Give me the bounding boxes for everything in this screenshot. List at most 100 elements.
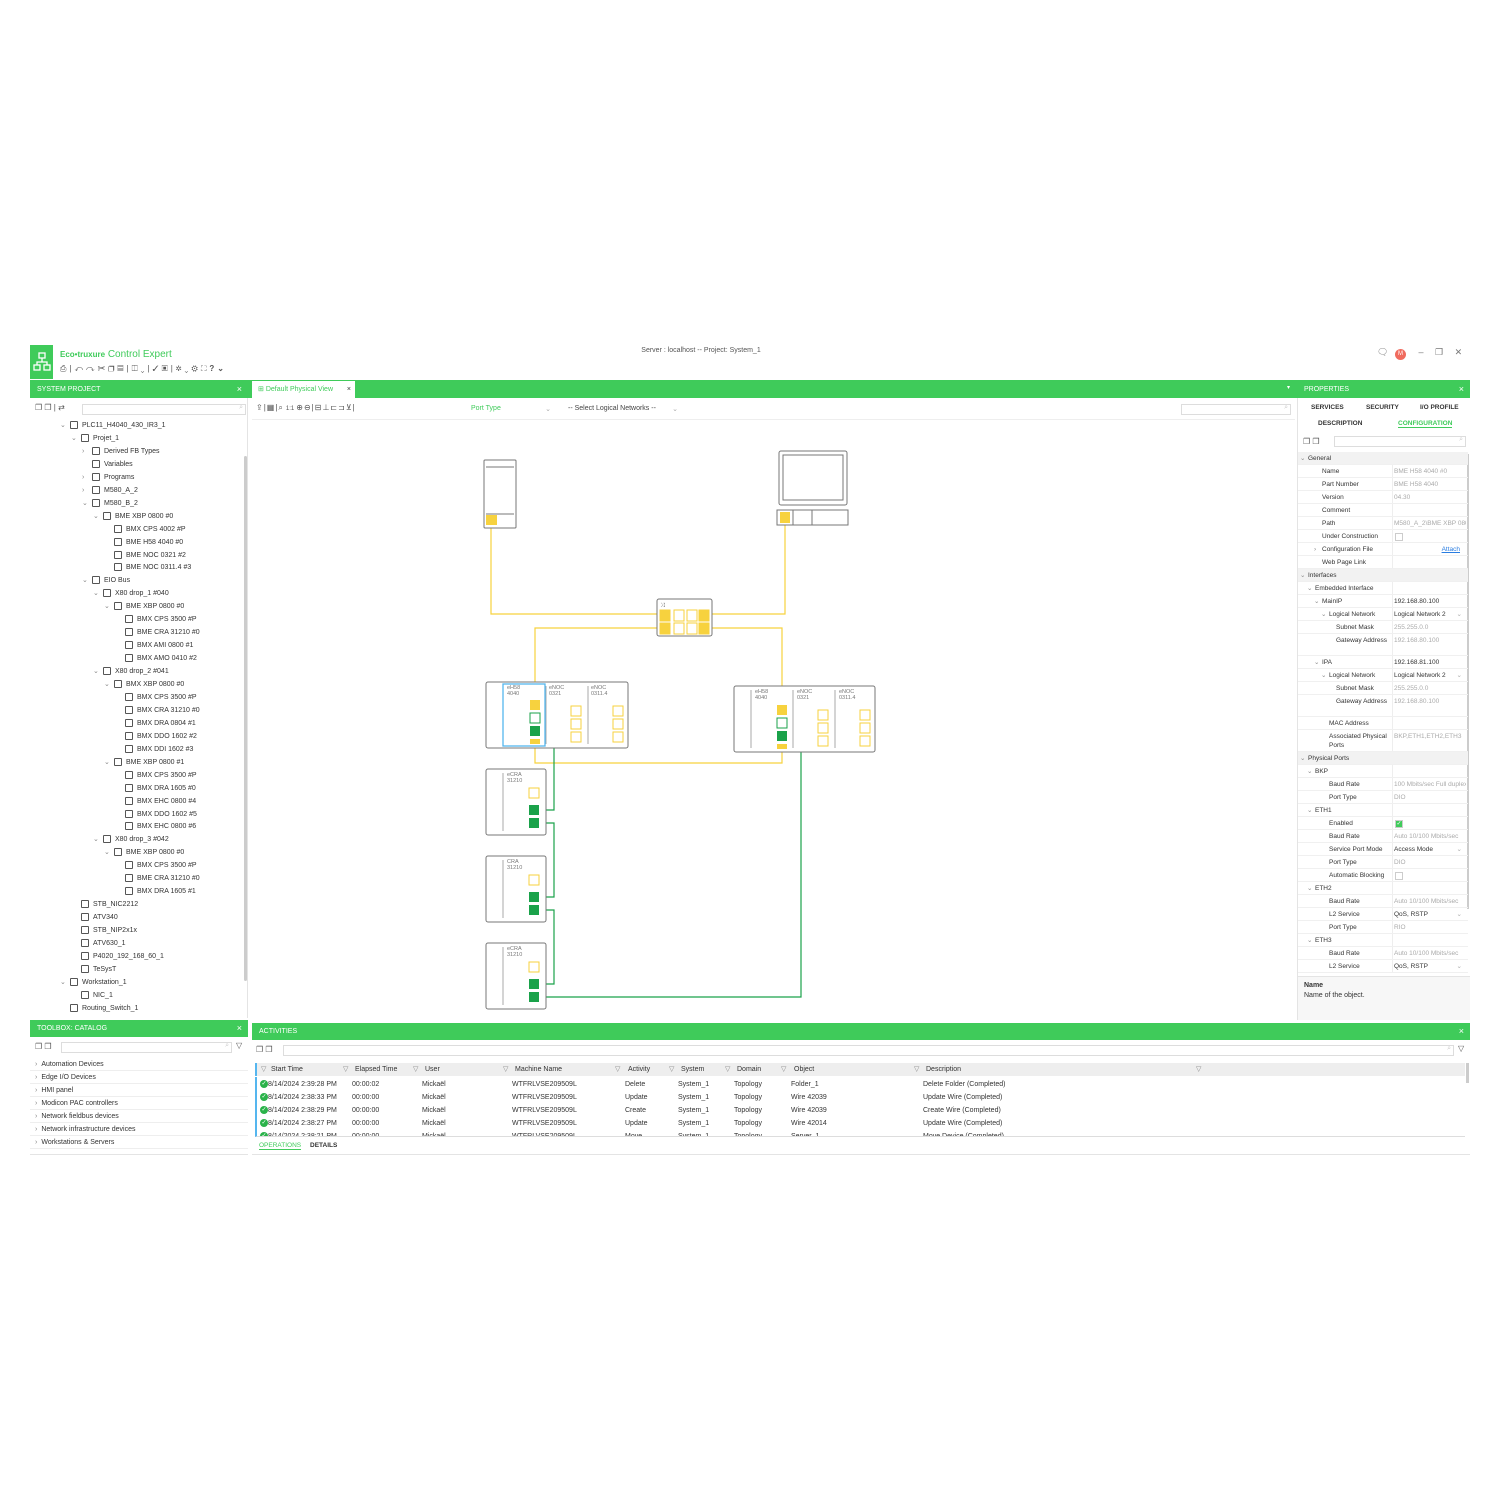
expand-all-icon[interactable]: ❐	[44, 1042, 52, 1051]
sync-icon[interactable]: ⇄	[58, 403, 65, 412]
property-dropdown[interactable]: QoS, RSTP	[1394, 963, 1428, 970]
tab-details[interactable]: DETAILS	[310, 1142, 338, 1149]
collapse-all-icon[interactable]: ❐	[35, 403, 43, 412]
redo-icon[interactable]: ↷	[86, 364, 98, 373]
chevron-right-icon[interactable]: ›	[82, 473, 85, 481]
property-row[interactable]: ⌄ ETH3	[1298, 934, 1468, 947]
catalog-category[interactable]: › Automation Devices	[30, 1058, 248, 1071]
chevron-down-icon[interactable]: ⌄	[1307, 585, 1313, 592]
align-icon[interactable]: ⊟	[314, 403, 323, 412]
chevron-down-icon[interactable]: ⌄	[1300, 455, 1306, 462]
column-header[interactable]: System	[681, 1066, 705, 1073]
align-right-icon[interactable]: ⊐	[338, 403, 346, 412]
property-row[interactable]: ⌄ BKP	[1298, 765, 1468, 778]
zoom-out-icon[interactable]: ⊖	[303, 403, 312, 412]
chevron-down-icon[interactable]: ⌄	[1314, 659, 1320, 666]
layout-icon[interactable]: ◫⌄	[131, 364, 148, 373]
property-dropdown[interactable]: QoS, RSTP	[1394, 911, 1428, 918]
tree-scrollbar[interactable]	[244, 456, 247, 981]
checkbox[interactable]	[1395, 872, 1403, 880]
align-bottom-icon[interactable]: ⊥	[322, 403, 331, 412]
fit-icon[interactable]: ⛶	[200, 364, 210, 373]
property-section[interactable]: ⌄ Interfaces	[1298, 569, 1468, 582]
comment-icon[interactable]: 🗨	[1377, 347, 1389, 357]
close-icon[interactable]: ×	[236, 384, 242, 394]
filter-icon[interactable]: ▽	[413, 1066, 419, 1073]
checkbox-checked[interactable]: ✓	[1395, 820, 1403, 828]
table-row[interactable]: ✓ 8/14/2024 2:38:29 PM 00:00:00 Mickaël WTFR…	[257, 1104, 1465, 1117]
filter-icon[interactable]: ▽	[725, 1066, 731, 1073]
chevron-down-icon[interactable]: ⌄	[1321, 672, 1327, 679]
minimize-icon[interactable]: –	[1418, 347, 1424, 357]
close-icon[interactable]: ×	[236, 1023, 242, 1033]
properties-search-input[interactable]: ⌕	[1334, 436, 1466, 447]
cut-icon[interactable]: ✂	[97, 364, 109, 373]
column-header[interactable]: User	[425, 1066, 440, 1073]
collapse-all-icon[interactable]: ❐	[256, 1045, 264, 1054]
chevron-down-icon[interactable]: ⌄	[104, 603, 110, 611]
filter-icon[interactable]: ▽	[781, 1066, 787, 1073]
settings-icon[interactable]: ⚙	[191, 364, 201, 373]
tree-search-input[interactable]: ⌕	[82, 404, 246, 415]
property-row[interactable]: ⌄ IPA 192.168.81.100	[1298, 656, 1468, 669]
align-left-icon[interactable]: ⊏	[330, 403, 339, 412]
chevron-down-icon[interactable]: ⌄	[82, 577, 88, 585]
catalog-category[interactable]: › HMI panel	[30, 1084, 248, 1097]
chevron-down-icon[interactable]: ⌄	[93, 668, 99, 676]
chevron-down-icon[interactable]: ⌄	[104, 681, 110, 688]
tab-description[interactable]: DESCRIPTION	[1318, 420, 1363, 427]
property-dropdown[interactable]: Logical Network 2	[1394, 611, 1446, 618]
chevron-right-icon[interactable]: ›	[1314, 546, 1317, 553]
restore-icon[interactable]: ❐	[1435, 347, 1444, 357]
property-section[interactable]: ⌄ Physical Ports	[1298, 752, 1468, 765]
chevron-down-icon[interactable]: ⌄	[60, 422, 66, 429]
chevron-down-icon[interactable]: ⌄	[93, 836, 99, 844]
catalog-category[interactable]: › Network infrastructure devices	[30, 1123, 248, 1136]
filter-icon[interactable]: ▽	[261, 1066, 267, 1073]
column-header[interactable]: Domain	[737, 1066, 762, 1073]
chevron-down-icon[interactable]: ⌄	[82, 499, 88, 507]
catalog-search-input[interactable]: ⌕	[61, 1042, 232, 1053]
table-row[interactable]: ✓ 8/14/2024 2:38:33 PM 00:00:00 Mickaël WTFR…	[257, 1091, 1465, 1104]
logical-networks-dropdown[interactable]: -- Select Logical Networks -- ⌄	[568, 405, 678, 413]
property-row[interactable]: ⌄ ETH2	[1298, 882, 1468, 895]
property-dropdown[interactable]: Logical Network 2	[1394, 672, 1446, 679]
catalog-category[interactable]: › Edge I/O Devices	[30, 1071, 248, 1084]
close-icon[interactable]: ✕	[1454, 347, 1463, 357]
properties-scrollbar[interactable]	[1467, 454, 1469, 909]
tab-services[interactable]: SERVICES	[1311, 404, 1344, 411]
collapse-all-icon[interactable]: ❐	[1303, 437, 1311, 446]
chevron-right-icon[interactable]: ›	[82, 486, 85, 494]
grid-icon[interactable]: ▦	[266, 403, 276, 412]
paste-icon[interactable]: ▤	[117, 364, 127, 373]
chevron-down-icon[interactable]: ⌄	[104, 758, 110, 766]
table-row[interactable]: ✓ 8/14/2024 2:38:27 PM 00:00:00 Mickaël WTFR…	[257, 1117, 1465, 1130]
column-header[interactable]: Start Time	[271, 1066, 303, 1073]
property-row[interactable]: ⌄ ETH1	[1298, 804, 1468, 817]
export-icon[interactable]: ⇪	[256, 403, 264, 412]
close-icon[interactable]: ×	[1458, 384, 1464, 394]
avatar[interactable]: M	[1394, 349, 1406, 360]
property-row[interactable]: › Configuration File Attach	[1298, 543, 1468, 556]
property-row[interactable]: ⌄ Embedded Interface	[1298, 582, 1468, 595]
property-row[interactable]: ⌄ Logical Network Logical Network 2 ⌄	[1298, 608, 1468, 621]
distribute-icon[interactable]: ⊻	[345, 403, 353, 412]
tools-icon[interactable]: ✲⌄	[175, 364, 192, 373]
undo-icon[interactable]: ↶	[74, 364, 87, 373]
build-icon[interactable]: ▣	[161, 364, 171, 373]
tab-configuration[interactable]: CONFIGURATION	[1398, 420, 1453, 428]
table-row[interactable]: ✓ 8/14/2024 2:38:21 PM 00:00:00 Mickaël WTFR…	[257, 1130, 1465, 1136]
property-section[interactable]: ⌄ General	[1298, 452, 1468, 465]
column-header[interactable]: Description	[926, 1066, 962, 1073]
chevron-down-icon[interactable]: ⌄	[1307, 885, 1313, 892]
catalog-category[interactable]: › Workstations & Servers	[30, 1136, 248, 1149]
filter-icon[interactable]: ▽	[503, 1066, 509, 1073]
expand-all-icon[interactable]: ❐	[265, 1045, 273, 1054]
catalog-category[interactable]: › Modicon PAC controllers	[30, 1097, 248, 1110]
table-scrollbar[interactable]	[1466, 1063, 1469, 1083]
filter-icon[interactable]: ▽	[236, 1041, 243, 1050]
expand-all-icon[interactable]: ❐	[1312, 437, 1320, 446]
column-header[interactable]: Machine Name	[515, 1066, 563, 1073]
chevron-down-icon[interactable]: ⌄	[60, 978, 66, 986]
close-icon[interactable]: ×	[1458, 1026, 1464, 1036]
